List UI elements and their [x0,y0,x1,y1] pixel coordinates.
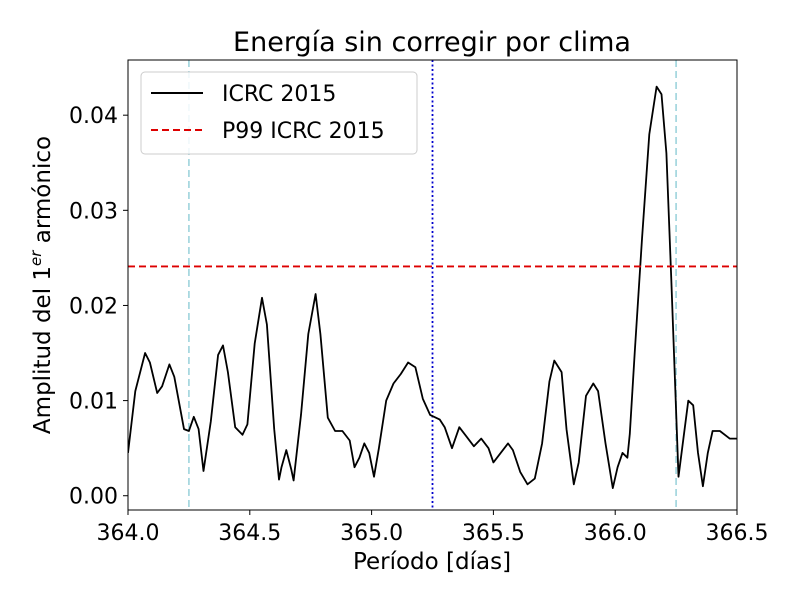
legend-label-p99-icrc-2015: P99 ICRC 2015 [222,119,385,144]
x-tick-label: 366.5 [706,521,769,546]
chart-title: Energía sin corregir por clima [233,27,631,58]
y-tick-label: 0.01 [69,390,118,415]
y-axis-label-main: Amplitud del 1 [30,266,56,434]
x-axis-label: Período [días] [353,549,511,575]
x-tick-label: 365.0 [340,521,403,546]
y-axis-label: Amplitud del 1er armónico [27,136,56,434]
plot-frame [127,59,738,511]
legend: ICRC 2015 P99 ICRC 2015 [140,71,418,155]
x-tick-label: 365.5 [462,521,525,546]
y-axis-label-superscript: er [27,250,45,266]
legend-label-icrc-2015: ICRC 2015 [222,82,336,107]
x-tick-label: 364.5 [218,521,281,546]
x-tick-label: 366.0 [584,521,647,546]
legend-box [140,71,418,155]
y-tick-label: 0.03 [69,199,118,224]
y-axis-ticks: 0.00 0.01 0.02 0.03 0.04 [69,104,128,510]
y-tick-label: 0.02 [69,294,118,319]
series-layer [128,85,737,489]
y-tick-label: 0.00 [69,485,118,510]
x-axis-ticks: 364.0 364.5 365.0 365.5 366.0 366.5 [97,510,769,546]
series-line-icrc-2015 [128,85,737,489]
y-axis-label-end: armónico [30,136,56,251]
x-tick-label: 364.0 [97,521,160,546]
y-tick-label: 0.04 [69,104,118,129]
